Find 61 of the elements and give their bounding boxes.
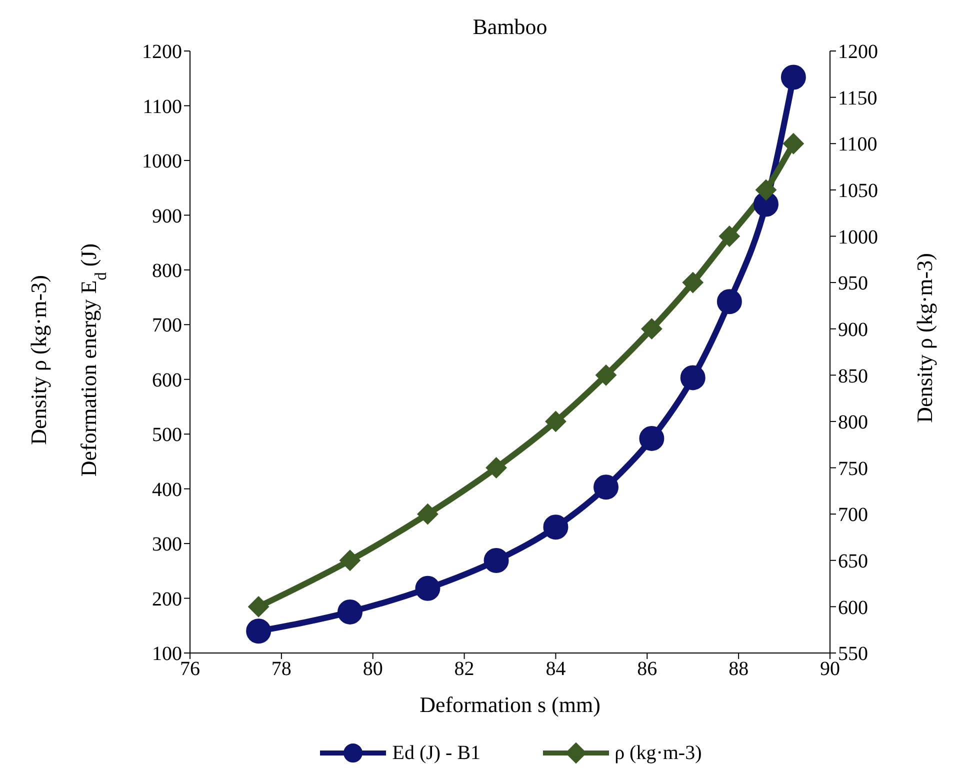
point <box>246 618 272 644</box>
point <box>756 179 776 200</box>
y-tick-label: 1200 <box>142 41 182 64</box>
y2-tick-label: 900 <box>838 318 868 341</box>
y-tick-label: 600 <box>152 369 182 392</box>
chart-title: Bamboo <box>472 14 548 39</box>
x-tick-label: 82 <box>454 658 474 680</box>
y2-tick-label: 750 <box>838 458 868 480</box>
point <box>780 64 806 90</box>
y-tick-label: 400 <box>152 478 182 501</box>
y-tick-label: 1100 <box>142 96 182 118</box>
point <box>486 457 507 478</box>
point <box>716 289 742 314</box>
y-tick-label: 100 <box>152 643 182 666</box>
y-tick-label: 900 <box>152 205 182 228</box>
legend-label: ρ (kg·m-3) <box>614 742 702 764</box>
x-tick-label: 84 <box>546 658 566 680</box>
legend-label: Ed (J) - B1 <box>392 742 481 764</box>
y-tick-label: 1000 <box>142 150 182 173</box>
y-tick-label: 500 <box>152 424 182 446</box>
y2-tick-label: 1050 <box>838 180 878 202</box>
y2-tick-label: 850 <box>838 365 868 388</box>
point <box>594 474 618 500</box>
y2-tick-label: 700 <box>838 504 868 526</box>
y2-tick-label: 1100 <box>838 134 878 156</box>
point <box>338 599 362 624</box>
point <box>417 504 438 525</box>
point <box>782 133 804 154</box>
point <box>248 596 270 618</box>
point <box>718 226 740 247</box>
y2-tick-label: 1150 <box>838 87 878 110</box>
point <box>545 410 566 432</box>
y2-tick-label: 1200 <box>838 41 878 64</box>
point <box>639 426 664 451</box>
x-tick-label: 78 <box>271 658 292 680</box>
x-axis-title: Deformation s (mm) <box>420 692 600 717</box>
point <box>596 364 616 386</box>
point <box>484 548 509 574</box>
point <box>680 365 706 390</box>
text: Density ρ (kg·m-3) <box>26 275 51 445</box>
point <box>340 550 360 571</box>
y2-tick-label: 1000 <box>838 226 878 248</box>
y2-tick-label: 650 <box>838 550 868 572</box>
x-tick-label: 90 <box>820 658 840 680</box>
x-tick-label: 88 <box>728 658 749 680</box>
x-tick-label: 76 <box>180 658 200 680</box>
y-tick-label: 200 <box>152 588 182 610</box>
y2-tick-label: 600 <box>838 596 868 619</box>
y2-axis-title: Density ρ (kg·m-3) <box>912 253 937 423</box>
x-tick-label: 80 <box>362 658 383 680</box>
y2-tick-label: 800 <box>838 412 868 434</box>
point <box>543 514 568 540</box>
y-tick-label: 300 <box>152 534 182 556</box>
point <box>641 318 662 340</box>
x-tick-label: 86 <box>637 658 658 680</box>
y-tick-label: 700 <box>152 314 182 337</box>
point <box>415 576 440 601</box>
y-tick-label: 800 <box>152 260 182 282</box>
point <box>682 272 704 294</box>
y2-tick-label: 550 <box>838 643 868 666</box>
y2-tick-label: 950 <box>838 272 868 295</box>
